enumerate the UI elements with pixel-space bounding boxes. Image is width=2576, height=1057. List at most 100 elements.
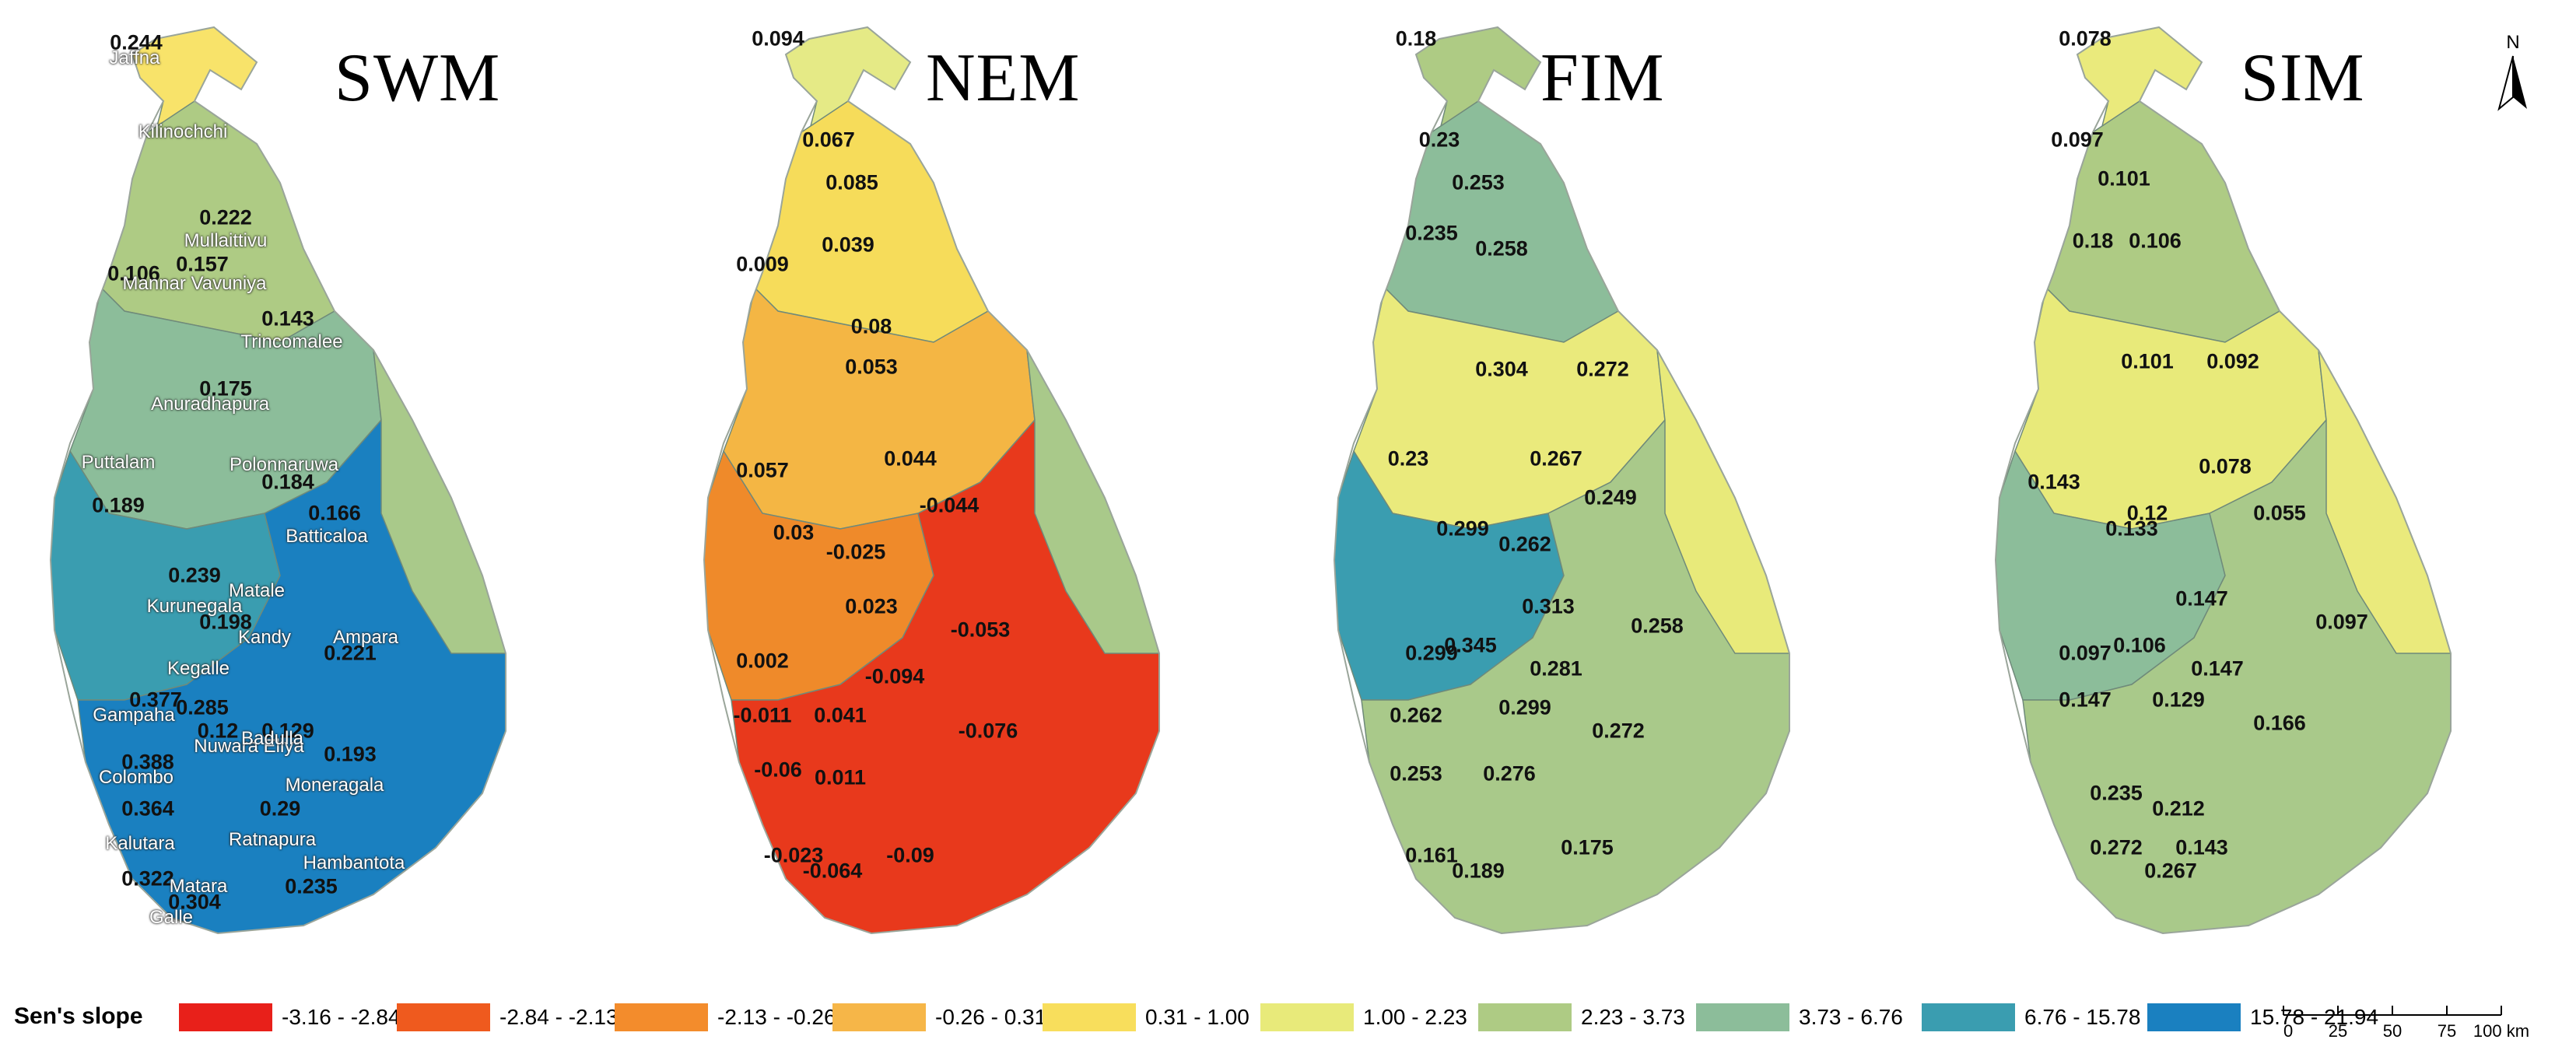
- slope-value-label: -0.011: [733, 703, 792, 727]
- slope-value-label: 0.193: [324, 742, 377, 766]
- slope-value-label: 0.078: [2059, 26, 2112, 51]
- slope-value-label: 0.12: [197, 719, 239, 743]
- legend-swatch: [2147, 1003, 2241, 1031]
- legend-label: 15.78 - 21.94: [2250, 1005, 2379, 1029]
- scale-bar-tick-label: 75: [2438, 1021, 2456, 1041]
- slope-value-label: 0.106: [107, 261, 160, 285]
- slope-value-label: 0.189: [1452, 859, 1505, 883]
- slope-value-label: 0.299: [1436, 516, 1489, 541]
- slope-value-label: 0.133: [2105, 516, 2158, 541]
- panel-title: NEM: [926, 40, 1081, 116]
- map-panel-nem: NEM 0.094 0.067 0.085 0.009 0.039 0.08 0.053 0.0…: [700, 16, 1323, 988]
- slope-value-label: 0.041: [814, 703, 867, 727]
- legend-label: -2.13 - -0.26: [717, 1005, 836, 1029]
- district-name-label: Galle: [149, 907, 194, 928]
- district-name-label: Kurunegala: [146, 596, 243, 617]
- slope-value-label: 0.272: [2090, 835, 2143, 859]
- slope-value-label: 0.304: [1475, 357, 1528, 381]
- district-name-label: Mullaittivu: [184, 230, 268, 251]
- slope-value-label: 0.166: [308, 501, 361, 525]
- slope-value-label: -0.064: [802, 859, 863, 883]
- map-panel-swm: SWM 0.244 0.222 0.157 0.106 0.143 0.175 0.189 0.…: [47, 16, 669, 988]
- legend-swatch: [1478, 1003, 1572, 1031]
- legend-swatch: [179, 1003, 272, 1031]
- slope-value-label: 0.222: [199, 205, 252, 229]
- slope-value-label: -0.023: [763, 843, 824, 867]
- legend-swatch: [615, 1003, 708, 1031]
- slope-value-label: 0.267: [1530, 446, 1582, 471]
- district-name-label: Kegalle: [166, 658, 230, 679]
- slope-value-label: 0.281: [1530, 656, 1582, 681]
- slope-value-label: 0.147: [2191, 656, 2244, 681]
- slope-value-label: 0.198: [199, 610, 252, 634]
- slope-value-label: 0.157: [176, 252, 229, 276]
- coastline: [1333, 26, 1790, 935]
- slope-value-label: -0.025: [825, 540, 886, 564]
- island-map: [703, 26, 1160, 935]
- island-map: [49, 26, 506, 935]
- scale-bar-tick-label: 50: [2383, 1021, 2402, 1041]
- slope-value-label: 0.235: [1405, 221, 1458, 245]
- slope-value-label: 0.322: [121, 866, 174, 891]
- slope-value-label: 0.212: [2152, 796, 2205, 821]
- legend-swatch: [1922, 1003, 2015, 1031]
- slope-value-label: 0.094: [752, 26, 804, 51]
- slope-value-label: 0.08: [850, 314, 892, 338]
- slope-value-label: 0.29: [259, 796, 301, 821]
- slope-value-label: 0.345: [1444, 633, 1497, 657]
- slope-value-label: 0.129: [2152, 688, 2205, 712]
- district-name-label: Matale: [228, 580, 286, 601]
- slope-value-label: 0.364: [121, 796, 174, 821]
- slope-value-label: 0.175: [199, 376, 252, 401]
- district-name-label: Trincomalee: [240, 331, 343, 352]
- district-name-label: Badulla: [240, 728, 304, 749]
- district-name-label: Colombo: [98, 767, 174, 788]
- scale-bar: 0 25 50 75 100 km: [2280, 999, 2536, 1046]
- slope-value-label: 0.143: [261, 306, 314, 331]
- island-map: [1994, 26, 2452, 935]
- district-name-label: Kilinochchi: [138, 121, 228, 142]
- slope-value-label: 0.097: [2059, 641, 2112, 665]
- slope-value-label: 0.106: [2113, 633, 2166, 657]
- slope-value-label: 0.143: [2175, 835, 2228, 859]
- district-name-label: Matara: [169, 876, 228, 897]
- slope-value-label: 0.023: [845, 594, 898, 618]
- coastline: [1994, 26, 2452, 935]
- map-panel-fim: FIM 0.18 0.23 0.253 0.235 0.258 0.304 0.272 0.23…: [1330, 16, 1953, 988]
- district-name-label: Jaffna: [109, 47, 160, 68]
- slope-value-label: 0.299: [1405, 641, 1458, 665]
- slope-value-label: 0.166: [2253, 711, 2306, 735]
- slope-value-label: 0.147: [2175, 586, 2228, 611]
- district-name-label: Mannar Vavuniya: [122, 273, 267, 294]
- slope-value-label: 0.313: [1522, 594, 1575, 618]
- district-name-label: Gampaha: [93, 705, 175, 726]
- slope-value-label: 0.258: [1475, 236, 1528, 261]
- slope-value-label: -0.06: [754, 758, 802, 782]
- legend-label: 0.31 - 1.00: [1145, 1005, 1249, 1029]
- map-panel-sim: SIM 0.078 0.097 0.101 0.18 0.106 0.101 0.092 0.1…: [1992, 16, 2576, 988]
- district-name-label: Hambantota: [303, 852, 405, 873]
- slope-value-label: 0.272: [1576, 357, 1629, 381]
- legend-label: -2.84 - -2.13: [499, 1005, 619, 1029]
- legend-swatch: [1696, 1003, 1789, 1031]
- slope-value-label: 0.184: [261, 470, 314, 494]
- slope-value-label: 0.009: [736, 252, 789, 276]
- slope-value-label: 0.272: [1592, 719, 1645, 743]
- slope-value-label: 0.147: [2059, 688, 2112, 712]
- slope-value-label: -0.09: [886, 843, 934, 867]
- slope-value-label: 0.299: [1498, 695, 1551, 719]
- district-name-label: Kalutara: [105, 833, 175, 854]
- scale-bar-tick-label: 25: [2329, 1021, 2347, 1041]
- slope-value-label: 0.221: [324, 641, 377, 665]
- slope-value-label: 0.057: [736, 458, 789, 482]
- slope-value-label: -0.044: [919, 493, 980, 517]
- slope-value-label: 0.067: [802, 128, 855, 152]
- legend: Sen's slope -3.16 - -2.84 -2.84 - -2.13 -2.…: [0, 988, 2576, 1050]
- slope-value-label: -0.076: [958, 719, 1018, 743]
- north-arrow-label: N: [2506, 32, 2519, 53]
- legend-swatch: [832, 1003, 926, 1031]
- slope-value-label: 0.092: [2206, 349, 2259, 373]
- region-zone-a: [754, 100, 989, 343]
- slope-value-label: 0.18: [1395, 26, 1437, 51]
- slope-value-label: 0.106: [2129, 229, 2182, 253]
